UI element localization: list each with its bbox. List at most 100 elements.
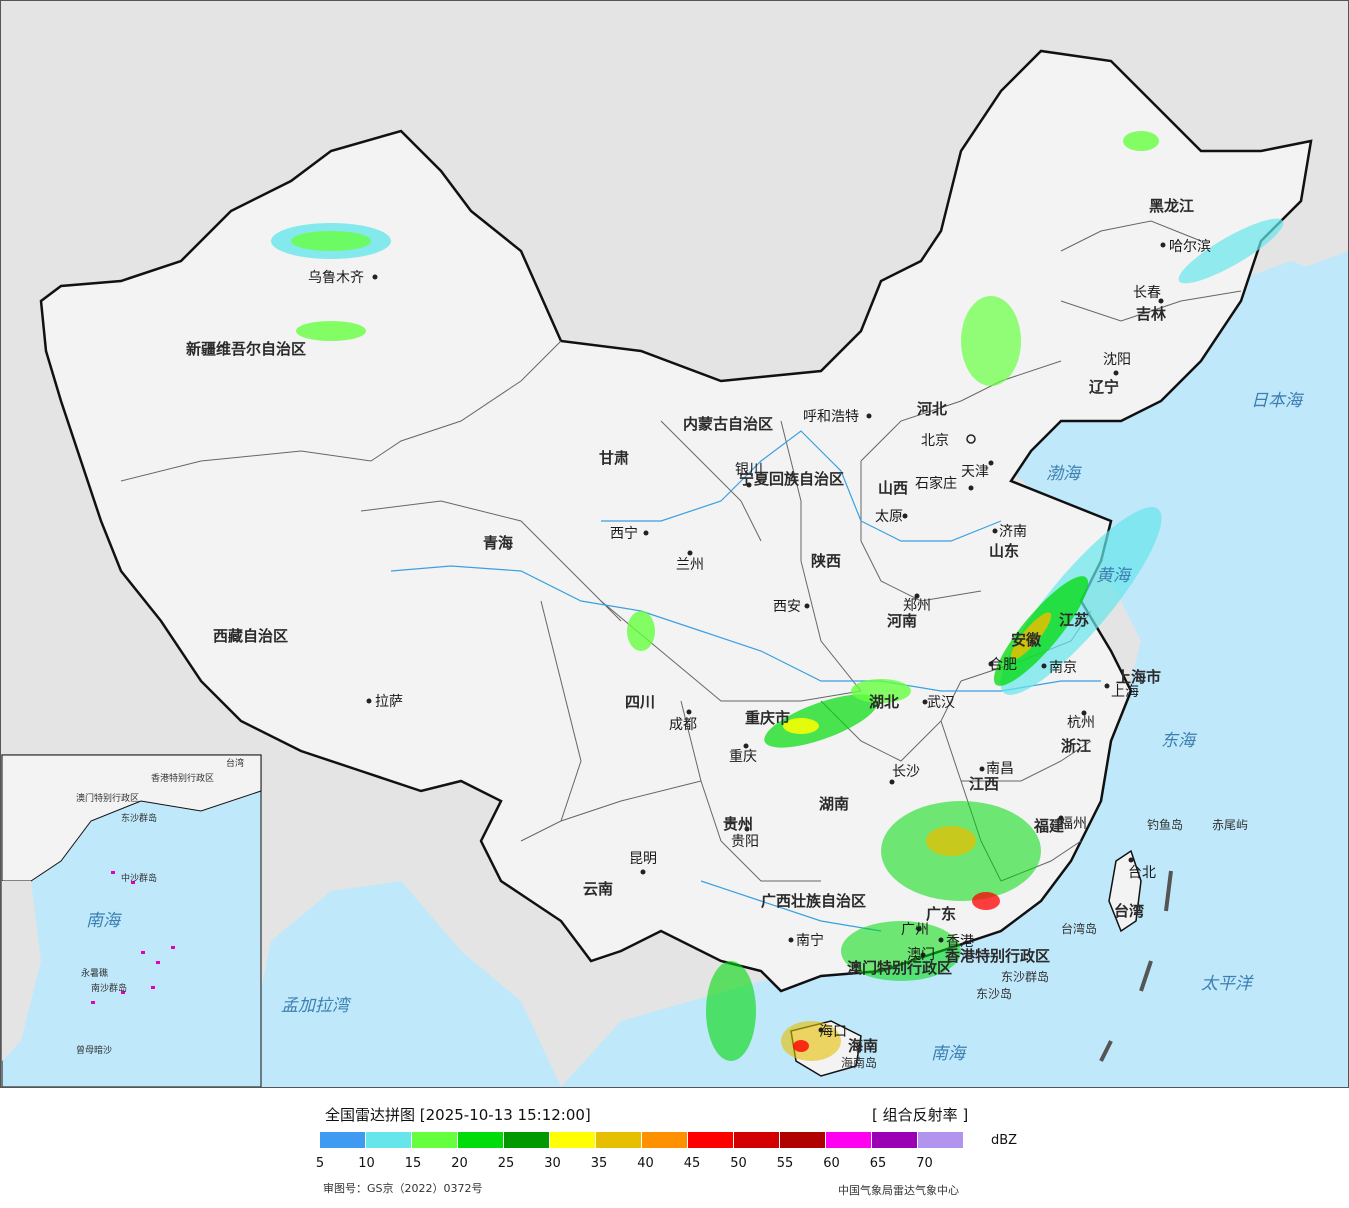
city-label-14: 重庆 [729,749,757,765]
scale-swatch-0 [320,1132,366,1148]
scale-tick-13: 70 [916,1156,933,1171]
scale-swatch-9 [734,1132,780,1148]
scale-swatch-8 [688,1132,734,1148]
province-label-3: 甘肃 [599,449,629,467]
legend-title: 全国雷达拼图 [2025-10-13 15:12:00] [325,1106,591,1124]
province-label-30: 香港特别行政区 [945,947,1050,965]
province-label-19: 浙江 [1061,737,1091,755]
city-label-12: 西安 [773,599,801,615]
inset-label-6: 曾母暗沙 [76,1044,112,1056]
pacific-sea-area [561,251,1348,1087]
scale-tick-4: 25 [497,1156,515,1171]
province-label-28: 海南 [848,1037,878,1055]
province-label-8: 河北 [917,400,947,418]
legend-product: [ 组合反射率 ] [872,1106,969,1124]
scale-tick-1: 10 [358,1156,375,1171]
city-label-7: 天津 [961,464,989,480]
sea-label-3: 东海 [1161,731,1198,751]
province-label-15: 湖北 [869,693,899,711]
province-label-29: 宁夏回族自治区 [739,470,844,488]
province-label-27: 台湾 [1114,902,1144,920]
island-label-2: 台湾岛 [1061,921,1097,936]
unit-label: dBZ [991,1133,1018,1148]
south-china-sea-inset [1,754,262,1087]
province-label-16: 安徽 [1011,631,1042,649]
province-label-21: 湖南 [819,795,849,813]
scale-tick-2: 15 [404,1156,422,1171]
scale-tick-3: 20 [451,1156,468,1171]
province-label-0: 新疆维吾尔自治区 [186,340,306,358]
city-label-4: 银川 [735,462,763,478]
scale-swatch-6 [596,1132,642,1148]
scale-tick-10: 55 [776,1156,794,1171]
radar-echoes [36,131,1284,1061]
city-label-1: 拉萨 [375,694,403,710]
province-label-12: 陕西 [811,552,841,570]
province-label-6: 吉林 [1136,305,1167,323]
province-label-2: 青海 [483,534,513,552]
inset-label-7: 永暑礁 [81,967,108,979]
city-label-19: 杭州 [1067,715,1095,731]
city-label-8: 石家庄 [915,475,957,492]
island-label-0: 钓鱼岛 [1147,817,1183,832]
island-label-3: 东沙群岛 [1001,969,1049,984]
city-label-0: 乌鲁木齐 [308,270,364,286]
bay-of-bengal-area [241,881,561,1087]
city-label-2: 西宁 [610,525,638,542]
scale-swatch-4 [504,1132,550,1148]
china-radar-map: 乌鲁木齐拉萨西宁兰州银川呼和浩特北京天津石家庄太原济南郑州西安成都重庆武汉合肥南… [1,1,1348,1087]
sea-label-0: 日本海 [1251,391,1305,411]
city-label-18: 上海 [1111,684,1139,700]
province-label-5: 黑龙江 [1149,197,1194,215]
scale-swatch-10 [780,1132,826,1148]
scale-swatch-5 [550,1132,596,1148]
province-label-14: 重庆市 [745,709,790,727]
city-label-20: 南昌 [986,761,1014,777]
scale-swatch-7 [642,1132,688,1148]
scale-tick-12: 65 [869,1156,887,1171]
province-label-26: 福建 [1033,817,1065,835]
city-label-3: 兰州 [676,557,704,573]
province-label-10: 山东 [989,542,1019,560]
province-label-17: 江苏 [1059,611,1089,629]
city-label-16: 合肥 [989,657,1017,673]
province-label-18: 上海市 [1116,668,1161,686]
scale-tick-8: 45 [683,1156,701,1171]
review-number: 审图号：GS京（2022）0372号 [323,1182,483,1195]
province-label-4: 内蒙古自治区 [683,415,773,433]
city-label-23: 昆明 [629,851,657,867]
scale-tick-9: 50 [730,1156,747,1171]
province-label-13: 四川 [625,693,655,711]
province-label-23: 云南 [583,880,613,898]
city-dots [366,242,1166,1033]
city-label-5: 呼和浩特 [803,409,859,425]
province-label-7: 辽宁 [1089,378,1119,396]
city-label-24: 南宁 [796,932,824,949]
city-labels: 乌鲁木齐拉萨西宁兰州银川呼和浩特北京天津石家庄太原济南郑州西安成都重庆武汉合肥南… [308,239,1211,1040]
inset-label-0: 中沙群岛 [121,872,157,884]
city-label-11: 郑州 [903,598,931,614]
city-label-29: 沈阳 [1103,352,1131,368]
scale-tick-11: 60 [823,1156,840,1171]
inset-label-3: 香港特别行政区 [151,772,214,784]
city-label-21: 长沙 [892,764,920,780]
province-label-9: 山西 [878,479,908,497]
city-label-9: 太原 [875,509,903,525]
taiwan-island [1108,849,1142,933]
province-label-31: 澳门特别行政区 [847,959,952,977]
city-label-13: 成都 [669,717,697,733]
city-label-25: 广州 [901,922,929,938]
china-landmass [39,49,1313,993]
city-label-10: 济南 [999,524,1027,540]
inset-label-4: 澳门特别行政区 [76,792,139,804]
city-label-15: 武汉 [927,695,955,711]
scale-tick-5: 30 [544,1156,561,1171]
city-label-17: 南京 [1049,660,1077,676]
inset-sea-label: 南海 [86,911,123,931]
city-label-26: 福州 [1059,816,1087,832]
